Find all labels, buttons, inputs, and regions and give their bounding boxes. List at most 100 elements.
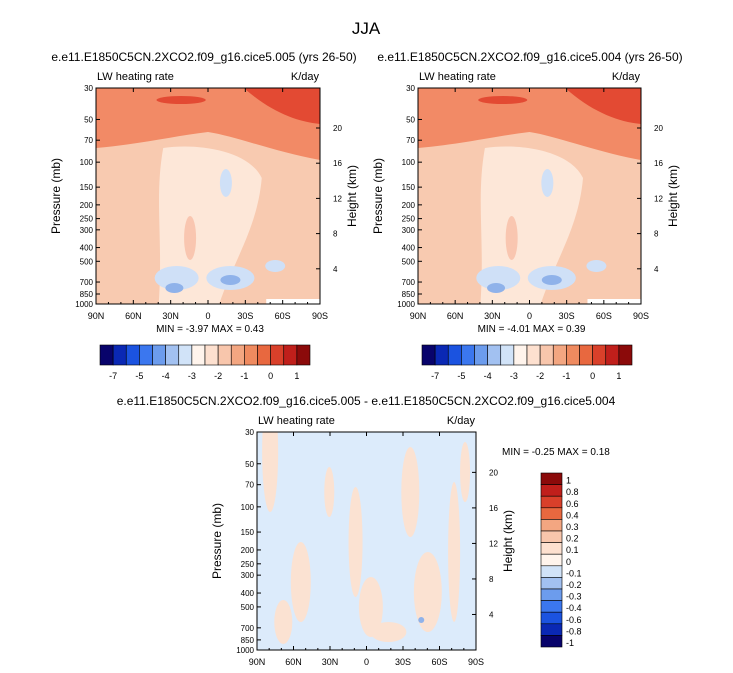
y-tick-label: 1000 [75, 300, 93, 309]
height-tick-label: 8 [489, 575, 494, 584]
x-tick-label: 30N [484, 311, 501, 321]
y-tick-label: 1000 [236, 646, 254, 655]
colorbar-swatch [257, 344, 271, 366]
panel-title: e.e11.E1850C5CN.2XCO2.f09_g16.cice5.005 … [51, 50, 356, 64]
field-cool-core [220, 275, 241, 285]
field-cool-core [487, 283, 506, 293]
y-tick-label: 850 [241, 636, 255, 645]
field-surface-mask [266, 299, 320, 304]
y-tick-label: 70 [245, 481, 254, 490]
colorbar-swatch [540, 495, 563, 509]
x-tick-label: 90N [249, 657, 266, 667]
field-tropical-pale [158, 146, 262, 304]
field-warm-patch [348, 487, 363, 597]
contour-panel-1: e.e11.E1850C5CN.2XCO2.f09_g16.cice5.005 … [49, 50, 359, 335]
y-tick-label: 250 [402, 215, 416, 224]
x-tick-label: 60N [125, 311, 142, 321]
colorbar-swatch [540, 484, 563, 497]
colorbar-label: -1 [240, 371, 248, 381]
y-axis-title: Pressure (mb) [210, 503, 224, 579]
field-warm-patch [448, 482, 461, 622]
colorbar-swatch [540, 600, 563, 613]
colorbar-label: 0.4 [566, 510, 579, 520]
field-tropical-pale [480, 146, 584, 304]
y-axis-title: Pressure (mb) [371, 158, 385, 234]
colorbar-swatch [539, 344, 554, 366]
field-cool-patch [476, 266, 521, 290]
y-tick-label: 700 [241, 624, 255, 633]
colorbar-swatch [540, 635, 563, 648]
colorbar-swatch [421, 344, 436, 366]
y-tick-label: 200 [402, 201, 416, 210]
colorbar-swatch [540, 530, 563, 543]
x-tick-label: 60N [447, 311, 464, 321]
colorbar-label: 0.2 [566, 534, 579, 544]
panel-right-label: K/day [612, 71, 641, 83]
y-tick-label: 200 [80, 201, 94, 210]
colorbar-label: -2 [536, 371, 544, 381]
panel-right-label: K/day [447, 415, 476, 427]
field-cool-patch [265, 260, 286, 272]
colorbar-label: 0.6 [566, 499, 579, 509]
colorbar-label: 0.3 [566, 522, 579, 532]
field-southern-core [565, 88, 641, 124]
colorbar-swatch [579, 344, 593, 366]
y-tick-label: 30 [84, 84, 93, 93]
colorbar-label: 1 [616, 371, 621, 381]
field-warm-patch [324, 467, 335, 517]
colorbar-swatch [244, 344, 258, 366]
horizontal-colorbar-1: -7 -5 -4 -3 -2 -1 0 1 [99, 344, 311, 381]
x-tick-label: 60S [596, 311, 612, 321]
colorbar-swatch [204, 344, 219, 366]
contour-panel-3: e.e11.E1850C5CN.2XCO2.f09_g16.cice5.005 … [117, 394, 616, 667]
field-warm-patch [413, 552, 442, 632]
field-warm-patch [290, 542, 311, 622]
y-tick-label: 200 [241, 546, 255, 555]
y2-axis-title: Height (km) [345, 165, 359, 227]
panel-left-label: LW heating rate [419, 71, 496, 83]
height-tick-label: 4 [333, 265, 338, 274]
field-cool-patch [586, 260, 607, 272]
x-tick-label: 90N [88, 311, 105, 321]
field-warm-patch [274, 600, 293, 644]
colorbar-swatch [500, 344, 515, 366]
height-tick-label: 16 [654, 159, 663, 168]
field-cool-patch [154, 266, 199, 290]
colorbar-label: 0 [268, 371, 273, 381]
colorbar-label: -4 [162, 371, 170, 381]
field-warm-patch [401, 447, 420, 537]
colorbar-label: 0.1 [566, 545, 579, 555]
y2-axis-title: Height (km) [666, 165, 680, 227]
y-tick-label: 250 [80, 215, 94, 224]
y-tick-label: 50 [406, 115, 415, 124]
y-tick-label: 30 [245, 428, 254, 437]
y-tick-label: 100 [80, 158, 94, 167]
colorbar-label: -0.3 [566, 592, 582, 602]
y-tick-label: 500 [402, 257, 416, 266]
y-tick-label: 400 [80, 244, 94, 253]
y2-axis-title: Height (km) [501, 510, 515, 572]
y-tick-label: 250 [241, 560, 255, 569]
contour-field [418, 88, 641, 304]
height-tick-label: 20 [654, 124, 663, 133]
colorbar-label: -0.2 [566, 580, 582, 590]
field-southern-core [243, 88, 320, 124]
y-tick-label: 150 [402, 183, 416, 192]
height-tick-label: 12 [489, 539, 498, 548]
y-tick-label: 700 [402, 278, 416, 287]
height-tick-label: 12 [654, 194, 663, 203]
colorbar-swatch [540, 623, 563, 636]
y-tick-label: 300 [402, 226, 416, 235]
min-max-stats: MIN = -0.25 MAX = 0.18 [502, 447, 610, 458]
colorbar-swatch [165, 344, 180, 366]
min-max-stats: MIN = -3.97 MAX = 0.43 [156, 324, 264, 335]
x-tick-label: 90S [633, 311, 649, 321]
field-cool-core [165, 283, 184, 293]
colorbar-label: -0.1 [566, 568, 582, 578]
colorbar-label: -2 [214, 371, 222, 381]
field-cool-core [418, 617, 425, 623]
colorbar-label: -4 [484, 371, 492, 381]
figure-title: JJA [352, 19, 381, 38]
colorbar-swatch [526, 344, 541, 366]
colorbar-swatch [540, 507, 563, 520]
